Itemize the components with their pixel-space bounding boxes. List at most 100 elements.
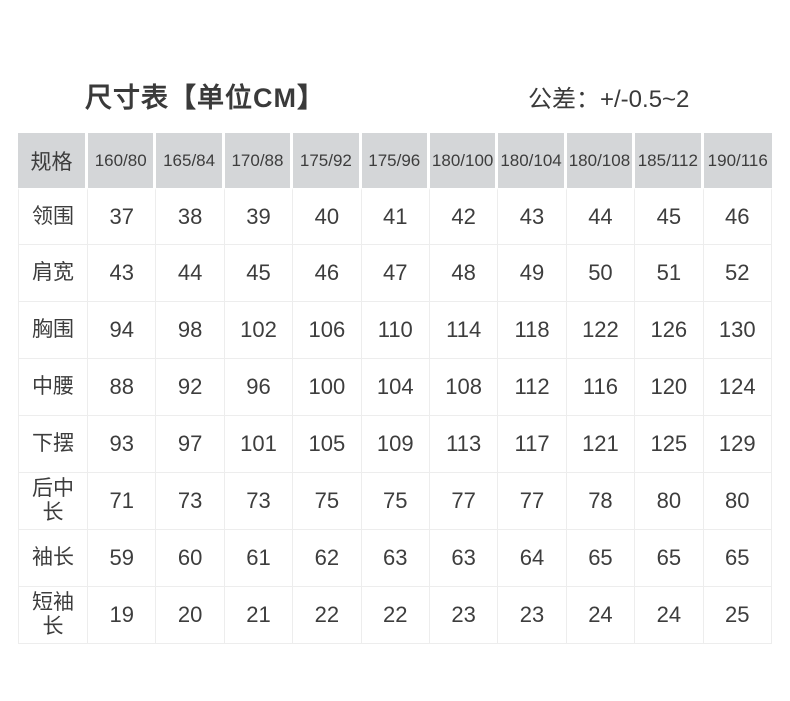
value-cell: 114 bbox=[429, 302, 499, 359]
tolerance-note: 公差：+/-0.5~2 bbox=[528, 86, 690, 113]
value-cell: 97 bbox=[156, 416, 225, 473]
row-label: 中腰 bbox=[18, 359, 88, 416]
value-cell: 73 bbox=[224, 473, 294, 530]
value-cell: 102 bbox=[224, 302, 294, 359]
value-cell: 110 bbox=[361, 302, 430, 359]
value-cell: 65 bbox=[566, 530, 636, 587]
value-cell: 63 bbox=[429, 530, 499, 587]
header-cell-size: 190/116 bbox=[703, 133, 772, 188]
value-cell: 130 bbox=[703, 302, 772, 359]
value-cell: 46 bbox=[293, 245, 362, 302]
value-cell: 93 bbox=[88, 416, 157, 473]
value-cell: 20 bbox=[156, 587, 225, 644]
value-cell: 19 bbox=[88, 587, 157, 644]
header-cell-size: 185/112 bbox=[635, 133, 704, 188]
value-cell: 44 bbox=[156, 245, 225, 302]
table-row: 胸围 94 98 102 106 110 114 118 122 126 130 bbox=[18, 302, 772, 359]
value-cell: 64 bbox=[498, 530, 567, 587]
size-table-header: 规格 160/80 165/84 170/88 175/92 175/96 180/100 1… bbox=[18, 133, 772, 188]
size-table-body: 领围 37 38 39 40 41 42 43 44 45 46 肩宽 43 44 45 46 47 48 49 50… bbox=[18, 188, 772, 644]
value-cell: 104 bbox=[361, 359, 430, 416]
value-cell: 37 bbox=[88, 188, 157, 245]
table-row: 袖长 59 60 61 62 63 63 64 65 65 65 bbox=[18, 530, 772, 587]
table-row: 肩宽 43 44 45 46 47 48 49 50 51 52 bbox=[18, 245, 772, 302]
header-cell-size: 180/108 bbox=[566, 133, 636, 188]
value-cell: 43 bbox=[88, 245, 157, 302]
header-cell-size: 160/80 bbox=[88, 133, 157, 188]
value-cell: 109 bbox=[361, 416, 430, 473]
value-cell: 52 bbox=[703, 245, 772, 302]
value-cell: 47 bbox=[361, 245, 430, 302]
value-cell: 44 bbox=[566, 188, 636, 245]
value-cell: 75 bbox=[361, 473, 430, 530]
row-label: 下摆 bbox=[18, 416, 88, 473]
value-cell: 23 bbox=[429, 587, 499, 644]
size-table: 规格 160/80 165/84 170/88 175/92 175/96 180/100 1… bbox=[18, 133, 772, 644]
value-cell: 75 bbox=[293, 473, 362, 530]
value-cell: 41 bbox=[361, 188, 430, 245]
header-cell-size: 175/96 bbox=[361, 133, 430, 188]
value-cell: 98 bbox=[156, 302, 225, 359]
table-row: 中腰 88 92 96 100 104 108 112 116 120 124 bbox=[18, 359, 772, 416]
value-cell: 77 bbox=[498, 473, 567, 530]
value-cell: 39 bbox=[224, 188, 294, 245]
header-cell-size: 180/104 bbox=[498, 133, 567, 188]
header-cell-size: 165/84 bbox=[156, 133, 225, 188]
value-cell: 124 bbox=[703, 359, 772, 416]
value-cell: 45 bbox=[635, 188, 704, 245]
value-cell: 23 bbox=[498, 587, 567, 644]
header-cell-size: 180/100 bbox=[429, 133, 499, 188]
value-cell: 40 bbox=[293, 188, 362, 245]
value-cell: 80 bbox=[635, 473, 704, 530]
value-cell: 65 bbox=[703, 530, 772, 587]
value-cell: 126 bbox=[635, 302, 704, 359]
value-cell: 59 bbox=[88, 530, 157, 587]
table-row: 领围 37 38 39 40 41 42 43 44 45 46 bbox=[18, 188, 772, 245]
value-cell: 50 bbox=[566, 245, 636, 302]
header-cell-spec: 规格 bbox=[18, 133, 88, 188]
value-cell: 73 bbox=[156, 473, 225, 530]
row-label: 胸围 bbox=[18, 302, 88, 359]
value-cell: 24 bbox=[566, 587, 636, 644]
value-cell: 117 bbox=[498, 416, 567, 473]
header-cell-size: 170/88 bbox=[224, 133, 294, 188]
table-row: 短袖长 19 20 21 22 22 23 23 24 24 25 bbox=[18, 587, 772, 644]
value-cell: 118 bbox=[498, 302, 567, 359]
value-cell: 94 bbox=[88, 302, 157, 359]
value-cell: 77 bbox=[429, 473, 499, 530]
value-cell: 45 bbox=[224, 245, 294, 302]
value-cell: 101 bbox=[224, 416, 294, 473]
value-cell: 51 bbox=[635, 245, 704, 302]
table-row: 后中长 71 73 73 75 75 77 77 78 80 80 bbox=[18, 473, 772, 530]
page-header: 尺寸表【单位CM】 公差：+/-0.5~2 bbox=[0, 0, 790, 133]
value-cell: 63 bbox=[361, 530, 430, 587]
value-cell: 88 bbox=[88, 359, 157, 416]
value-cell: 122 bbox=[566, 302, 636, 359]
value-cell: 96 bbox=[224, 359, 294, 416]
value-cell: 22 bbox=[293, 587, 362, 644]
value-cell: 116 bbox=[566, 359, 636, 416]
row-label: 领围 bbox=[18, 188, 88, 245]
value-cell: 125 bbox=[635, 416, 704, 473]
value-cell: 24 bbox=[635, 587, 704, 644]
value-cell: 129 bbox=[703, 416, 772, 473]
value-cell: 80 bbox=[703, 473, 772, 530]
value-cell: 112 bbox=[498, 359, 567, 416]
value-cell: 113 bbox=[429, 416, 499, 473]
value-cell: 92 bbox=[156, 359, 225, 416]
value-cell: 78 bbox=[566, 473, 636, 530]
value-cell: 61 bbox=[224, 530, 294, 587]
value-cell: 22 bbox=[361, 587, 430, 644]
value-cell: 62 bbox=[293, 530, 362, 587]
header-cell-size: 175/92 bbox=[293, 133, 362, 188]
size-table-wrap: 规格 160/80 165/84 170/88 175/92 175/96 180/100 1… bbox=[18, 133, 772, 644]
row-label: 肩宽 bbox=[18, 245, 88, 302]
value-cell: 65 bbox=[635, 530, 704, 587]
page-title: 尺寸表【单位CM】 bbox=[85, 83, 325, 113]
value-cell: 25 bbox=[703, 587, 772, 644]
row-label: 后中长 bbox=[18, 473, 88, 530]
value-cell: 60 bbox=[156, 530, 225, 587]
value-cell: 105 bbox=[293, 416, 362, 473]
value-cell: 71 bbox=[88, 473, 157, 530]
value-cell: 108 bbox=[429, 359, 499, 416]
